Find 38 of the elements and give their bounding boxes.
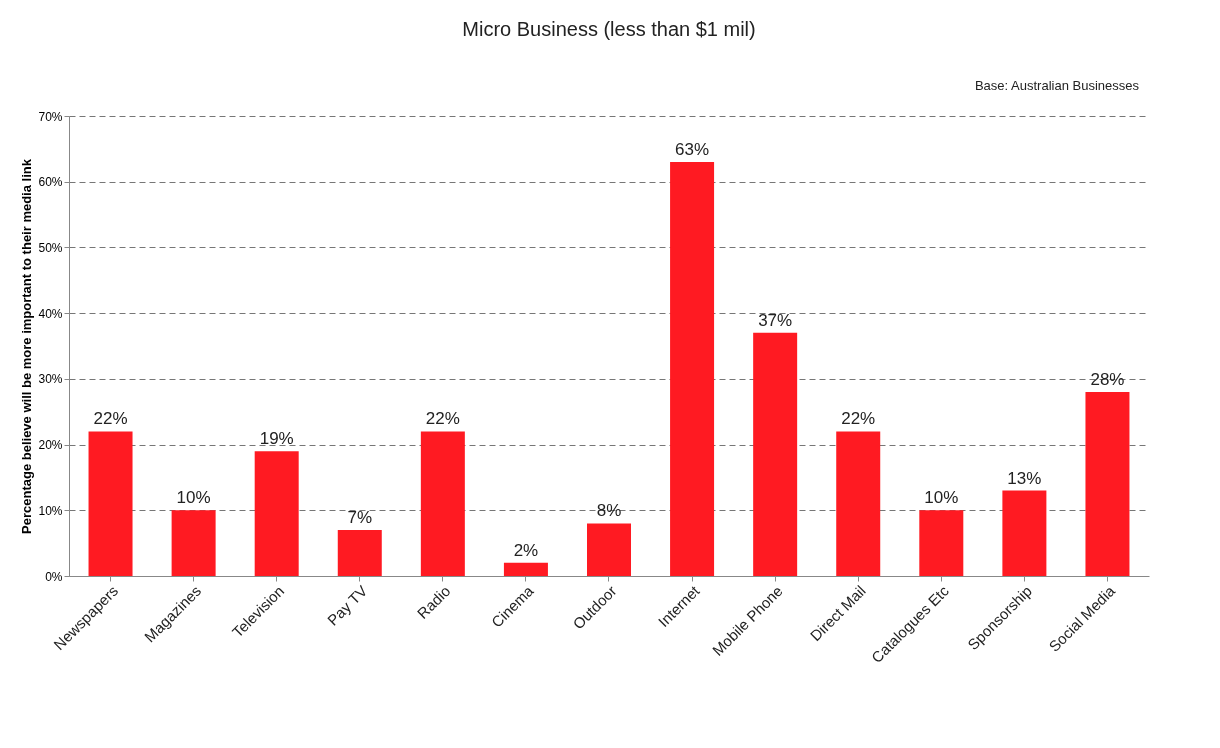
bar	[836, 431, 881, 576]
bar	[171, 510, 216, 576]
text: Base: Australian Businesses	[974, 78, 1140, 93]
data-label: 63%	[675, 140, 710, 159]
data-label: 7%	[347, 508, 373, 527]
data-label: 22%	[93, 409, 128, 429]
bar	[670, 162, 715, 576]
x-tick-label: Pay TV	[323, 582, 371, 629]
y-tick-label: 50%	[38, 240, 63, 255]
bar	[337, 530, 382, 576]
y-axis-title: Percentage believe will be more important to their media link	[19, 158, 35, 534]
data-label: 37%	[758, 310, 793, 330]
bar	[420, 431, 465, 576]
bar	[254, 451, 299, 576]
data-label: 22%	[841, 409, 876, 429]
y-tick-label: 30%	[38, 372, 63, 387]
data-label: 10%	[924, 488, 959, 508]
bar	[88, 431, 133, 576]
y-tick-label: 10%	[38, 503, 63, 518]
chart-title: Micro Business (less than $1 mil)	[462, 18, 756, 40]
data-label: 19%	[259, 429, 294, 449]
data-label: 2%	[513, 540, 539, 560]
bar	[919, 510, 964, 576]
bar	[1002, 490, 1047, 576]
y-tick-label: 40%	[38, 306, 63, 321]
bar	[753, 332, 798, 576]
data-label: 10%	[176, 488, 211, 508]
bar	[1085, 392, 1130, 576]
y-tick-label: 20%	[38, 438, 63, 453]
y-tick-label: 0%	[45, 569, 63, 584]
bar	[503, 562, 548, 576]
bar	[587, 523, 631, 576]
y-tick-label: 60%	[38, 175, 63, 190]
data-label: 28%	[1090, 370, 1125, 389]
y-tick-label: 70%	[38, 109, 63, 124]
data-label: 8%	[596, 501, 622, 521]
data-label: 22%	[425, 409, 460, 429]
data-label: 13%	[1007, 468, 1042, 488]
